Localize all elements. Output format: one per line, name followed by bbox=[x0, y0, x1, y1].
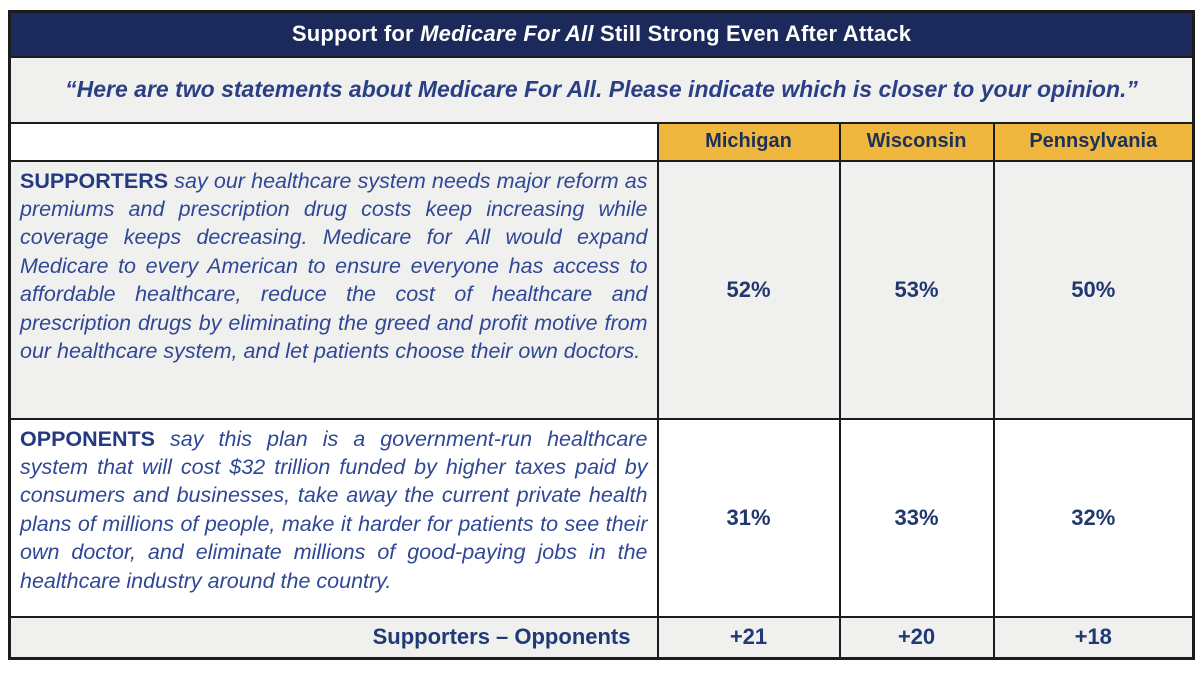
title-prefix: Support for bbox=[291, 21, 421, 47]
column-header-pennsylvania: Pennsylvania bbox=[992, 121, 1195, 162]
column-header-wisconsin: Wisconsin bbox=[838, 121, 995, 162]
title-suffix: Still Strong Even After Attack bbox=[593, 21, 912, 47]
opponents-body: say this plan is a government-run health… bbox=[20, 426, 648, 593]
opponents-value-wisconsin: 33% bbox=[838, 417, 995, 618]
column-header-row: Michigan Wisconsin Pennsylvania bbox=[8, 121, 1195, 162]
supporters-value-wisconsin: 53% bbox=[838, 159, 995, 420]
supporters-value-pennsylvania: 50% bbox=[992, 159, 1195, 420]
supporters-body: say our healthcare system needs major re… bbox=[20, 168, 648, 363]
opponents-value-michigan: 31% bbox=[656, 417, 841, 618]
survey-question-row: “Here are two statements about Medicare … bbox=[8, 55, 1195, 124]
column-header-michigan: Michigan bbox=[656, 121, 841, 162]
supporters-row: SUPPORTERS say our healthcare system nee… bbox=[8, 159, 1195, 420]
opponents-statement: OPPONENTS say this plan is a government-… bbox=[8, 417, 659, 618]
opponents-lead: OPPONENTS bbox=[20, 426, 155, 451]
opponents-row: OPPONENTS say this plan is a government-… bbox=[8, 417, 1195, 618]
supporters-value-michigan: 52% bbox=[656, 159, 841, 420]
net-value-wisconsin: +20 bbox=[838, 615, 995, 660]
net-value-pennsylvania: +18 bbox=[992, 615, 1195, 660]
opponents-value-pennsylvania: 32% bbox=[992, 417, 1195, 618]
supporters-lead: SUPPORTERS bbox=[20, 168, 169, 193]
page-title: Support for Medicare For All Still Stron… bbox=[8, 10, 1195, 58]
supporters-statement: SUPPORTERS say our healthcare system nee… bbox=[8, 159, 659, 420]
net-value-michigan: +21 bbox=[656, 615, 841, 660]
title-row: Support for Medicare For All Still Stron… bbox=[8, 10, 1195, 58]
net-row-label: Supporters – Opponents bbox=[8, 615, 659, 660]
medicare-poll-table: Support for Medicare For All Still Stron… bbox=[8, 10, 1196, 660]
corner-cell bbox=[8, 121, 659, 162]
net-margin-row: Supporters – Opponents +21 +20 +18 bbox=[8, 615, 1195, 660]
title-emphasis: Medicare For All bbox=[420, 21, 594, 47]
survey-question-text: “Here are two statements about Medicare … bbox=[8, 55, 1195, 124]
